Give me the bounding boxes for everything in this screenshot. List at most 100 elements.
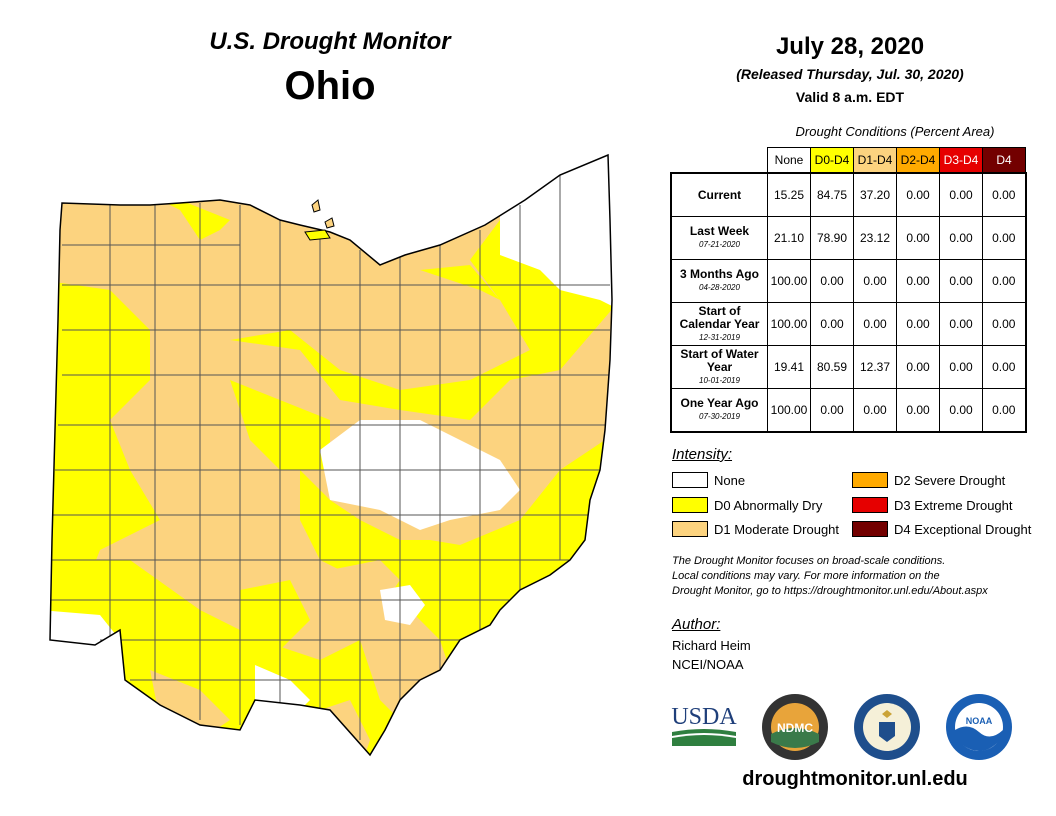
legend-label: D1 Moderate Drought — [714, 521, 840, 537]
legend-item-d1: D1 Moderate Drought — [672, 521, 839, 537]
col-header-d0-d4: D0-D4 — [810, 147, 854, 174]
table-row: One Year Ago 07-30-2019 100.00 0.00 0.00 … — [670, 388, 1026, 433]
legend-label: D4 Exceptional Drought — [894, 521, 1032, 537]
table-cell: 21.10 — [767, 216, 811, 260]
table-cell: 0.00 — [939, 345, 983, 389]
legend-swatch — [852, 521, 888, 537]
legend-swatch — [852, 472, 888, 488]
table-cell: 0.00 — [939, 388, 983, 433]
row-label: Last Week 07-21-2020 — [670, 216, 768, 260]
table-cell: 80.59 — [810, 345, 854, 389]
release-date: (Released Thursday, Jul. 30, 2020) — [736, 66, 964, 82]
d0-area-west — [50, 280, 160, 620]
table-cell: 0.00 — [982, 216, 1026, 260]
table-cell: 100.00 — [767, 302, 811, 346]
table-cell: 15.25 — [767, 172, 811, 217]
table-row: Start of Water Year 10-01-2019 19.41 80.5… — [670, 345, 1026, 389]
table-cell: 0.00 — [896, 216, 940, 260]
row-label-text: Last Week — [689, 224, 750, 238]
disclaimer-line: Drought Monitor, go to https://droughtmo… — [672, 585, 988, 597]
row-label-date: 04-28-2020 — [699, 283, 740, 292]
legend-label: D2 Severe Drought — [894, 472, 1006, 488]
table-cell: 0.00 — [982, 302, 1026, 346]
row-label-date: 07-21-2020 — [699, 240, 740, 249]
table-cell: 0.00 — [810, 388, 854, 433]
legend-swatch — [672, 472, 708, 488]
state-title: Ohio — [284, 64, 376, 108]
author-name: Richard Heim — [672, 638, 751, 653]
col-header-none: None — [767, 147, 811, 174]
legend-title: Intensity: — [672, 446, 733, 463]
ndmc-logo: NDMC — [762, 694, 828, 760]
legend-label: D0 Abnormally Dry — [714, 497, 823, 513]
table-cell: 37.20 — [853, 172, 897, 217]
table-cell: 0.00 — [810, 259, 854, 303]
county-lines — [50, 175, 610, 740]
row-label: One Year Ago 07-30-2019 — [670, 388, 768, 433]
col-header-d2-d4: D2-D4 — [896, 147, 940, 174]
table-header-row: None D0-D4 D1-D4 D2-D4 D3-D4 D4 — [671, 147, 1026, 174]
row-label-date: 12-31-2019 — [699, 332, 740, 342]
table-cell: 0.00 — [939, 172, 983, 217]
table-cell: 78.90 — [810, 216, 854, 260]
table-row: Start of Calendar Year 12-31-2019 100.00 … — [670, 302, 1026, 346]
table-cell: 0.00 — [896, 259, 940, 303]
website-url: droughtmonitor.unl.edu — [742, 768, 968, 790]
noaa-logo-text: NOAA — [966, 716, 993, 726]
disclaimer: The Drought Monitor focuses on broad-sca… — [672, 554, 1042, 599]
ndmc-logo-text: NDMC — [777, 721, 813, 735]
map-date: July 28, 2020 — [775, 33, 925, 60]
table-header-blank — [671, 147, 768, 174]
table-cell: 0.00 — [853, 388, 897, 433]
row-label-date: 07-30-2019 — [699, 412, 740, 421]
table-row: Last Week 07-21-2020 21.10 78.90 23.12 0.… — [670, 216, 1026, 260]
noaa-logo: NOAA — [946, 694, 1012, 760]
row-label-date: 10-01-2019 — [699, 375, 740, 385]
legend-item-d2: D2 Severe Drought — [852, 472, 1005, 488]
none-area-south-central — [380, 585, 425, 625]
ohio-drought-map — [49, 153, 613, 757]
row-label-text: Start of Water Year — [680, 346, 759, 374]
author-org: NCEI/NOAA — [672, 657, 744, 672]
drought-stats-table: None D0-D4 D1-D4 D2-D4 D3-D4 D4 Current … — [670, 147, 1027, 433]
disclaimer-line: The Drought Monitor focuses on broad-sca… — [672, 555, 946, 567]
table-cell: 100.00 — [767, 259, 811, 303]
table-cell: 12.37 — [853, 345, 897, 389]
author-title: Author: — [672, 616, 721, 633]
legend-item-d3: D3 Extreme Drought — [852, 497, 1013, 513]
valid-time: Valid 8 a.m. EDT — [795, 89, 905, 105]
row-label-text: Start of Calendar Year — [679, 303, 760, 331]
table-cell: 0.00 — [853, 302, 897, 346]
usda-logo-text: USDA — [671, 704, 737, 730]
d0-area-south-central — [240, 580, 310, 650]
table-cell: 100.00 — [767, 388, 811, 433]
row-label-text: 3 Months Ago — [680, 267, 759, 281]
col-header-d3-d4: D3-D4 — [939, 147, 983, 174]
table-cell: 0.00 — [939, 216, 983, 260]
table-cell: 0.00 — [939, 302, 983, 346]
legend-label: None — [714, 472, 746, 488]
usda-logo: USDA — [671, 704, 737, 746]
legend-swatch — [852, 497, 888, 513]
table-cell: 0.00 — [982, 259, 1026, 303]
row-label: 3 Months Ago 04-28-2020 — [670, 259, 768, 303]
legend-item-none: None — [672, 472, 745, 488]
table-cell: 0.00 — [896, 302, 940, 346]
row-label-text: Current — [697, 187, 742, 202]
none-area-central — [320, 420, 520, 530]
table-cell: 0.00 — [896, 388, 940, 433]
table-caption: Drought Conditions (Percent Area) — [795, 124, 995, 139]
table-cell: 0.00 — [896, 345, 940, 389]
table-cell: 0.00 — [853, 259, 897, 303]
row-label: Start of Calendar Year 12-31-2019 — [670, 302, 768, 346]
table-cell: 0.00 — [982, 388, 1026, 433]
legend-item-d4: D4 Exceptional Drought — [852, 521, 1031, 537]
col-header-d4: D4 — [982, 147, 1026, 174]
lake-erie-islands — [304, 199, 335, 241]
legend-item-d0: D0 Abnormally Dry — [672, 497, 822, 513]
legend-label: D3 Extreme Drought — [894, 497, 1013, 513]
row-label: Start of Water Year 10-01-2019 — [670, 345, 768, 389]
table-row: 3 Months Ago 04-28-2020 100.00 0.00 0.00 … — [670, 259, 1026, 303]
disclaimer-line: Local conditions may vary. For more info… — [672, 570, 940, 582]
ohio-outline — [49, 153, 613, 757]
